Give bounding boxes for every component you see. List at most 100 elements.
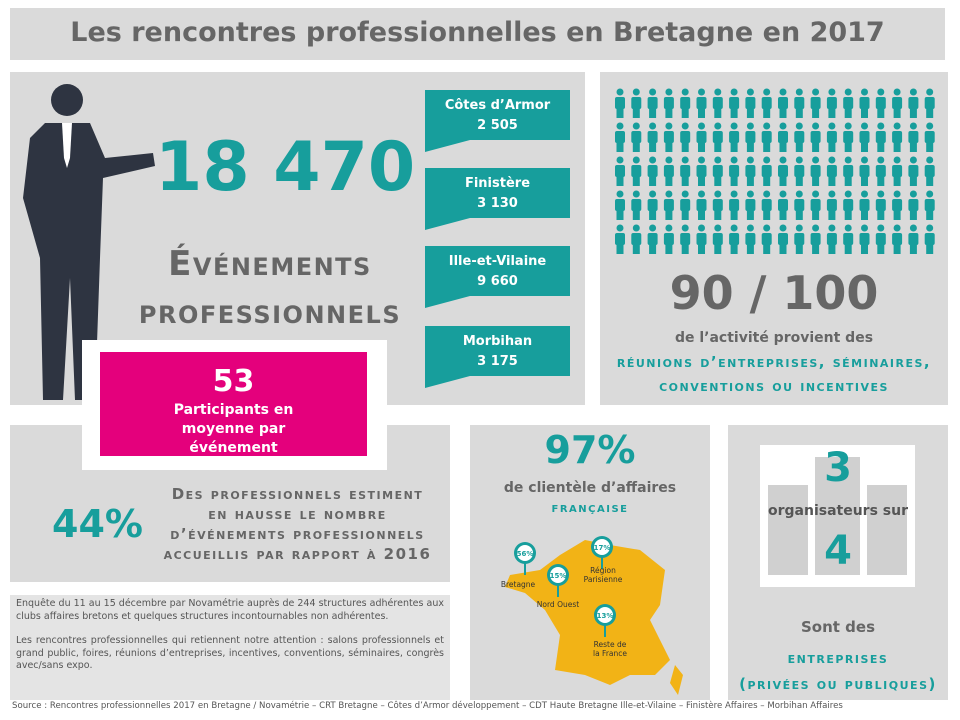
person-legs — [926, 210, 934, 220]
person-icon — [663, 156, 674, 186]
person-head — [926, 224, 934, 232]
person-head — [844, 190, 852, 198]
person-body — [843, 233, 854, 245]
person-head — [795, 88, 803, 96]
person-icon — [794, 190, 805, 220]
person-body — [810, 199, 821, 211]
person-body — [696, 199, 707, 211]
person-body — [663, 97, 674, 109]
person-icon — [794, 88, 805, 118]
person-body — [745, 233, 756, 245]
person-body — [712, 131, 723, 143]
person-legs — [812, 176, 820, 186]
person-legs — [763, 210, 771, 220]
person-legs — [779, 244, 787, 254]
person-head — [616, 156, 624, 164]
person-head — [632, 190, 640, 198]
person-legs — [812, 142, 820, 152]
person-head — [681, 156, 689, 164]
person-legs — [681, 108, 689, 118]
person-icon — [892, 88, 903, 118]
person-body — [631, 165, 642, 177]
participants-box: 53 Participants en moyenne par événement — [100, 352, 367, 456]
person-legs — [861, 210, 868, 220]
notes-panel: Enquête du 11 au 15 décembre par Novamét… — [10, 595, 450, 700]
person-icon — [843, 190, 854, 220]
person-icon — [908, 88, 919, 118]
person-legs — [730, 176, 738, 186]
person-head — [681, 224, 689, 232]
person-body — [712, 233, 723, 245]
text: réunions d’entreprises, séminaires, — [616, 353, 932, 371]
person-legs — [714, 244, 722, 254]
person-icon — [843, 156, 854, 186]
person-head — [909, 190, 917, 198]
person-body — [615, 97, 625, 109]
person-body — [875, 233, 886, 245]
person-icon — [794, 156, 805, 186]
person-body — [615, 131, 625, 143]
events-label-2: professionnels — [138, 292, 402, 332]
person-head — [812, 224, 820, 232]
person-head — [632, 156, 640, 164]
person-icon — [924, 122, 935, 152]
person-head — [763, 88, 771, 96]
person-icon — [810, 190, 821, 220]
person-body — [647, 233, 658, 245]
person-head — [746, 224, 754, 232]
organizers-num: 3 — [824, 445, 852, 491]
person-legs — [649, 142, 657, 152]
person-legs — [828, 176, 836, 186]
person-head — [665, 122, 673, 130]
person-legs — [844, 142, 852, 152]
organizers-lines: entreprises (privées ou publiques) — [728, 645, 948, 697]
person-legs — [909, 108, 917, 118]
department-box: Morbihan 3 175 — [425, 326, 570, 388]
person-icon — [712, 122, 723, 152]
person-legs — [828, 210, 836, 220]
person-legs — [746, 176, 754, 186]
person-icon — [696, 190, 707, 220]
person-icon — [843, 224, 854, 254]
person-legs — [746, 244, 754, 254]
organizers-den: 4 — [824, 528, 852, 574]
person-icon — [680, 224, 691, 254]
person-body — [631, 97, 642, 109]
person-head — [730, 122, 738, 130]
person-icon — [875, 88, 886, 118]
person-body — [631, 233, 642, 245]
note: Les rencontres professionnelles qui reti… — [16, 635, 444, 671]
person-icon — [745, 224, 756, 254]
person-icon — [663, 224, 674, 254]
person-legs — [730, 142, 738, 152]
person-legs — [926, 176, 934, 186]
person-body — [843, 165, 854, 177]
person-head — [795, 190, 803, 198]
person-legs — [730, 108, 738, 118]
person-head — [746, 88, 754, 96]
person-legs — [795, 142, 803, 152]
person-body — [745, 199, 756, 211]
person-icon — [663, 88, 674, 118]
person-legs — [714, 108, 722, 118]
person-legs — [665, 142, 673, 152]
person-icon — [908, 224, 919, 254]
person-legs — [714, 142, 722, 152]
person-icon — [908, 156, 919, 186]
person-body — [794, 131, 805, 143]
person-head — [714, 224, 722, 232]
person-legs — [714, 176, 722, 186]
person-head — [861, 88, 868, 96]
activity-line1: de l’activité provient des — [674, 330, 874, 346]
person-body — [647, 199, 658, 211]
person-legs — [632, 244, 640, 254]
person-icon — [745, 190, 756, 220]
person-head — [681, 88, 689, 96]
text: 3 130 — [477, 196, 518, 211]
person-body — [615, 233, 625, 245]
person-body — [794, 165, 805, 177]
activity-value: 90 / 100 — [669, 266, 879, 320]
person-body — [908, 233, 919, 245]
person-icon — [745, 156, 756, 186]
person-body — [631, 131, 642, 143]
